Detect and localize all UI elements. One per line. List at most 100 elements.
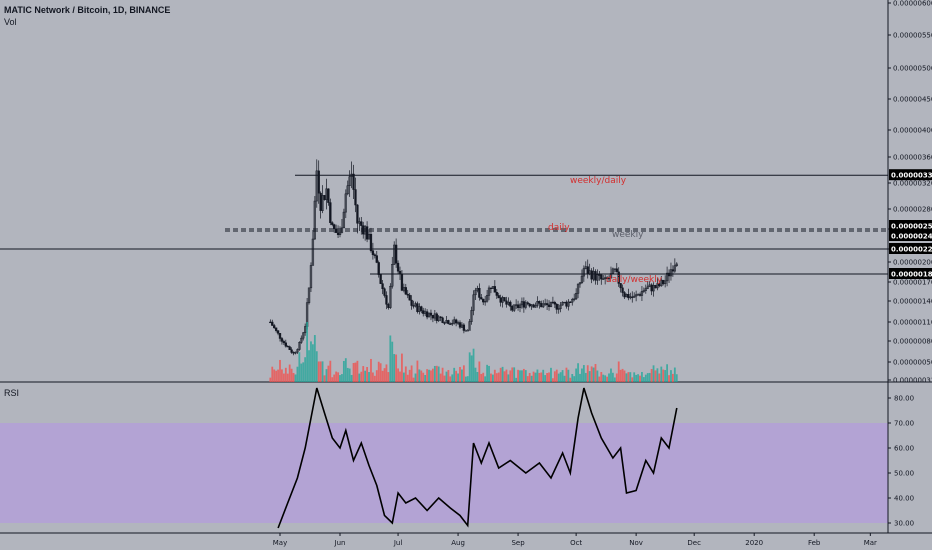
candle-body bbox=[271, 321, 274, 326]
volume-bar bbox=[633, 372, 636, 382]
volume-bar bbox=[538, 372, 541, 382]
candle-body bbox=[627, 294, 630, 299]
volume-bar bbox=[550, 367, 552, 382]
candle-body bbox=[304, 326, 307, 334]
candle-body bbox=[394, 244, 398, 264]
candle-body bbox=[540, 303, 543, 308]
candle-body bbox=[396, 262, 400, 272]
candle-body bbox=[499, 297, 502, 303]
volume-bar bbox=[627, 372, 630, 382]
candle-body bbox=[596, 274, 599, 281]
candle-body bbox=[671, 269, 675, 272]
volume-bar bbox=[451, 374, 454, 382]
candle-body bbox=[607, 277, 611, 280]
rsi-label: RSI bbox=[4, 388, 20, 398]
volume-bar bbox=[414, 373, 417, 382]
price-tag-label: 0.00000247 bbox=[891, 233, 932, 241]
candle-body bbox=[573, 298, 576, 300]
time-tick-label: Feb bbox=[808, 539, 821, 547]
candle-body bbox=[561, 301, 564, 306]
volume-bar bbox=[306, 322, 308, 382]
candle-body bbox=[458, 322, 462, 328]
candle-body bbox=[298, 342, 301, 350]
volume-bar bbox=[321, 361, 324, 382]
volume-bar bbox=[296, 366, 299, 382]
candle-body bbox=[571, 299, 574, 303]
candle-body bbox=[485, 295, 489, 302]
volume-bar bbox=[277, 369, 279, 382]
volume-bar bbox=[596, 370, 599, 382]
rsi-tick-label: 50.00 bbox=[894, 470, 914, 478]
volume-bar bbox=[383, 368, 386, 382]
price-tag bbox=[889, 169, 932, 181]
volume-bar bbox=[290, 368, 293, 382]
candle-body bbox=[284, 342, 287, 347]
volume-bar bbox=[271, 366, 274, 382]
volume-bar bbox=[282, 373, 285, 382]
volume-bar bbox=[385, 364, 388, 382]
candle-body bbox=[340, 227, 344, 233]
volume-bar bbox=[317, 361, 320, 382]
volume-bar bbox=[408, 369, 411, 382]
price-tag-label: 0.00000332 bbox=[891, 172, 932, 180]
volume-bar bbox=[608, 373, 610, 382]
volume-bar bbox=[300, 363, 303, 382]
volume-bar bbox=[509, 370, 512, 382]
candle-body bbox=[650, 284, 653, 292]
candle-body bbox=[557, 308, 560, 310]
volume-bars bbox=[269, 322, 678, 382]
volume-bar bbox=[449, 376, 452, 382]
volume-bar bbox=[397, 368, 399, 382]
volume-bar bbox=[344, 358, 347, 382]
candle-body bbox=[334, 228, 338, 233]
candle-body bbox=[300, 337, 303, 343]
candle-body bbox=[503, 297, 506, 302]
volume-bar bbox=[453, 367, 456, 382]
candle-body bbox=[522, 301, 526, 308]
volume-bar bbox=[424, 375, 427, 382]
volume-bar bbox=[468, 352, 471, 382]
volume-bar bbox=[490, 373, 492, 382]
volume-bar bbox=[646, 373, 649, 382]
volume-bar bbox=[470, 355, 473, 382]
level-annotation: daily/weekly bbox=[606, 275, 663, 285]
candle-body bbox=[356, 204, 359, 224]
volume-bar bbox=[331, 377, 334, 382]
volume-bar bbox=[368, 372, 370, 382]
volume-bar bbox=[629, 372, 632, 382]
volume-bar bbox=[379, 363, 382, 382]
volume-bar bbox=[664, 370, 667, 382]
candle-body bbox=[373, 254, 376, 256]
volume-bar bbox=[670, 370, 672, 382]
candle-body bbox=[602, 278, 605, 280]
price-tick-label: 0.00000280 bbox=[893, 206, 932, 214]
volume-bar bbox=[642, 377, 645, 382]
candle-body bbox=[439, 316, 442, 319]
volume-bar bbox=[582, 365, 585, 382]
volume-bar bbox=[579, 373, 581, 382]
volume-bar bbox=[623, 370, 626, 382]
time-tick-label: Nov bbox=[629, 539, 643, 547]
volume-bar bbox=[341, 374, 343, 382]
volume-bar bbox=[565, 367, 568, 382]
time-tick-label: May bbox=[273, 539, 287, 547]
volume-bar bbox=[561, 370, 564, 382]
volume-bar bbox=[571, 374, 574, 382]
volume-bar bbox=[590, 366, 593, 382]
price-tick-label: 0.00000080 bbox=[893, 338, 932, 346]
level-annotation: daily bbox=[548, 223, 570, 233]
volume-bar bbox=[656, 368, 659, 382]
volume-bar bbox=[416, 360, 419, 382]
candle-body bbox=[555, 303, 558, 310]
volume-bar bbox=[610, 368, 612, 382]
candle-body bbox=[580, 275, 584, 284]
candle-body bbox=[640, 291, 644, 296]
volume-bar bbox=[426, 369, 428, 382]
rsi-line bbox=[277, 387, 678, 529]
candle-body bbox=[532, 304, 535, 308]
candle-body bbox=[410, 299, 413, 306]
candle-body bbox=[375, 255, 378, 263]
time-tick-label: Sep bbox=[511, 539, 525, 547]
volume-bar bbox=[354, 362, 357, 382]
